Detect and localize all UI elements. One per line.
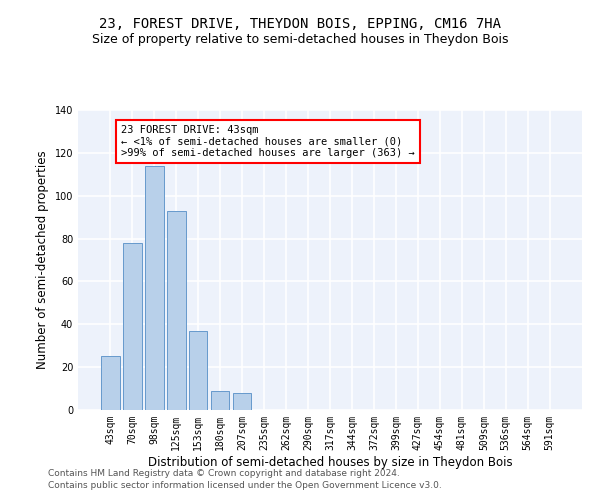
Bar xyxy=(211,390,229,410)
Text: Contains public sector information licensed under the Open Government Licence v3: Contains public sector information licen… xyxy=(48,481,442,490)
Bar xyxy=(167,210,185,410)
X-axis label: Distribution of semi-detached houses by size in Theydon Bois: Distribution of semi-detached houses by … xyxy=(148,456,512,468)
Text: 23, FOREST DRIVE, THEYDON BOIS, EPPING, CM16 7HA: 23, FOREST DRIVE, THEYDON BOIS, EPPING, … xyxy=(99,18,501,32)
Bar xyxy=(189,330,208,410)
Bar xyxy=(101,356,119,410)
Text: Size of property relative to semi-detached houses in Theydon Bois: Size of property relative to semi-detach… xyxy=(92,32,508,46)
Bar xyxy=(233,393,251,410)
Y-axis label: Number of semi-detached properties: Number of semi-detached properties xyxy=(36,150,49,370)
Text: Contains HM Land Registry data © Crown copyright and database right 2024.: Contains HM Land Registry data © Crown c… xyxy=(48,468,400,477)
Text: 23 FOREST DRIVE: 43sqm
← <1% of semi-detached houses are smaller (0)
>99% of sem: 23 FOREST DRIVE: 43sqm ← <1% of semi-det… xyxy=(121,125,415,158)
Bar xyxy=(123,243,142,410)
Bar xyxy=(145,166,164,410)
